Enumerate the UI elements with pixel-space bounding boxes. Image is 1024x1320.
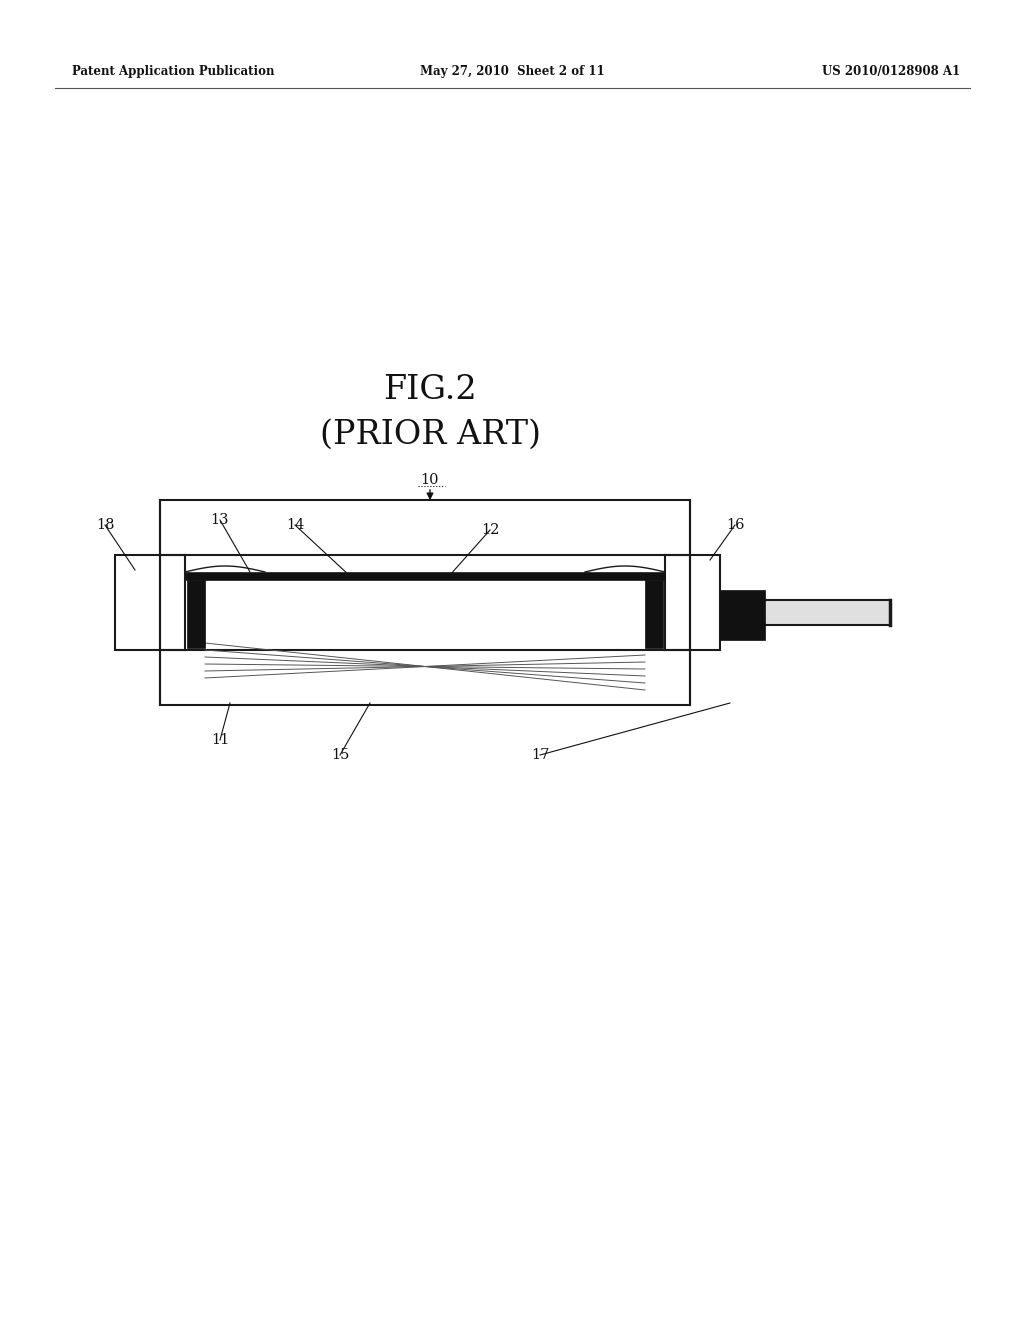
Bar [115,554,160,649]
Bar [720,590,765,640]
Text: Patent Application Publication: Patent Application Publication [72,66,274,78]
Text: 12: 12 [481,523,499,537]
Text: 16: 16 [726,517,744,532]
Text: FIG.2: FIG.2 [383,374,477,407]
Bar [187,579,205,648]
Text: 11: 11 [211,733,229,747]
Bar [765,601,890,624]
Text: (PRIOR ART): (PRIOR ART) [319,418,541,451]
Bar [160,500,690,554]
Text: US 2010/0128908 A1: US 2010/0128908 A1 [822,66,961,78]
Text: 17: 17 [530,748,549,762]
Text: 13: 13 [211,513,229,527]
Text: 18: 18 [96,517,115,532]
Bar [160,649,690,705]
Bar [185,572,665,579]
Text: 14: 14 [286,517,304,532]
Text: 15: 15 [331,748,349,762]
Bar [690,554,720,649]
Text: May 27, 2010  Sheet 2 of 11: May 27, 2010 Sheet 2 of 11 [420,66,604,78]
Bar [645,579,663,648]
Text: 10: 10 [421,473,439,487]
